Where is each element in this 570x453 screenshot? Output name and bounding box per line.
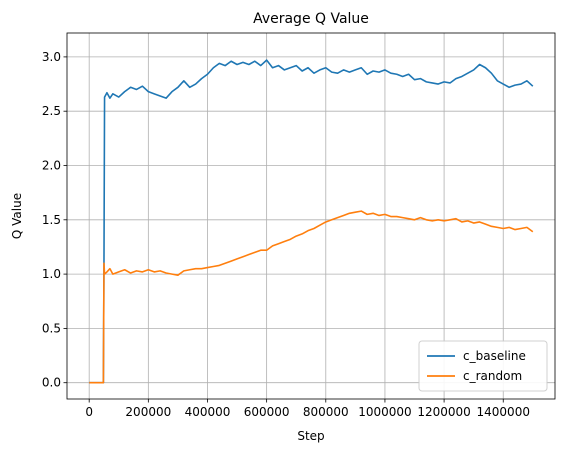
- plot-frame: [66, 32, 556, 400]
- y-tick-label: 1.0: [42, 267, 61, 281]
- x-axis-label: Step: [297, 429, 324, 443]
- x-tick-label: 400000: [185, 405, 231, 419]
- x-tick-label: 0: [85, 405, 93, 419]
- x-tick-label: 200000: [125, 405, 171, 419]
- y-tick-label: 0.5: [42, 321, 61, 335]
- x-tick-label: 600000: [244, 405, 290, 419]
- x-axis: 0 200000 400000 600000 800000 1000000 1200000 1…: [85, 399, 530, 419]
- x-tick-label: 800000: [303, 405, 349, 419]
- legend: c_baseline c_random: [418, 340, 548, 392]
- x-tick-label: 1200000: [417, 405, 470, 419]
- series-layer: [89, 59, 534, 384]
- y-axis-label: Q Value: [10, 193, 24, 239]
- legend-label-c-random: c_random: [463, 369, 522, 383]
- legend-box: [418, 340, 548, 392]
- y-tick-label: 1.5: [42, 213, 61, 227]
- x-tick-label: 1000000: [358, 405, 411, 419]
- grid: [67, 33, 555, 399]
- legend-label-c-baseline: c_baseline: [463, 349, 526, 363]
- y-tick-label: 0.0: [42, 376, 61, 390]
- y-axis: 0.0 0.5 1.0 1.5 2.0 2.5 3.0: [42, 50, 67, 390]
- y-tick-label: 2.5: [42, 104, 61, 118]
- series-line-c-random: [89, 210, 534, 384]
- x-tick-label: 1400000: [477, 405, 530, 419]
- chart-title: Average Q Value: [253, 11, 369, 27]
- series-line-c-baseline: [89, 59, 534, 384]
- y-tick-label: 2.0: [42, 158, 61, 172]
- y-tick-label: 3.0: [42, 50, 61, 64]
